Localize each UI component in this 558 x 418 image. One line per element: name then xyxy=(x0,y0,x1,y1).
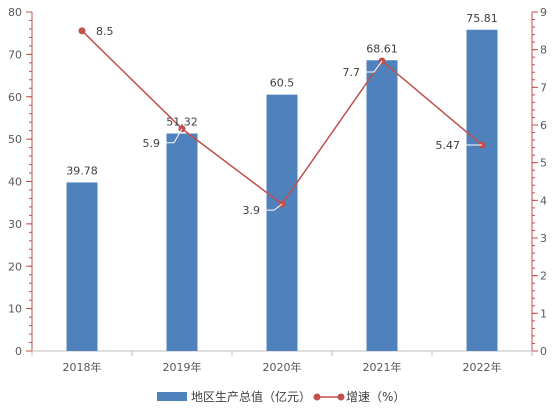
line-label-leader xyxy=(262,203,283,211)
right-tick-label: 7 xyxy=(540,81,547,94)
right-tick-label: 4 xyxy=(540,194,547,207)
legend-line-marker xyxy=(313,393,321,401)
bar xyxy=(266,94,298,351)
line-data-label: 3.9 xyxy=(243,204,261,217)
bar-data-label: 68.61 xyxy=(366,42,398,55)
bar-data-label: 60.5 xyxy=(270,77,295,90)
data-labels: 39.78 51.32 60.5 68.61 75.81 8.5 5.9 3.9 7.7 5.47 xyxy=(66,12,498,217)
bar-data-label: 39.78 xyxy=(66,164,98,177)
x-tick-label: 2022年 xyxy=(463,360,502,374)
left-tick-label: 40 xyxy=(8,176,22,189)
legend-bar-swatch xyxy=(157,392,187,401)
right-tick-label: 6 xyxy=(540,119,547,132)
legend-bar-label: 地区生产总值（亿元） xyxy=(191,389,311,404)
left-tick-label: 10 xyxy=(8,303,22,316)
line-data-label: 5.47 xyxy=(436,139,461,152)
line-point xyxy=(78,27,86,35)
left-tick-label: 30 xyxy=(8,218,22,231)
line-label-leader xyxy=(362,60,383,73)
right-tick-label: 2 xyxy=(540,270,547,283)
x-axis: 2018年 2019年 2020年 2021年 2022年 xyxy=(31,350,533,374)
bar-data-label: 75.81 xyxy=(466,12,498,25)
x-tick-label: 2019年 xyxy=(163,360,202,374)
line-data-label: 7.7 xyxy=(343,66,361,79)
right-tick-label: 0 xyxy=(540,345,547,358)
bar xyxy=(166,133,198,351)
left-tick-label: 50 xyxy=(8,133,22,146)
line-label-leader xyxy=(162,128,183,144)
left-tick-label: 70 xyxy=(8,48,22,61)
bar xyxy=(66,182,98,351)
left-tick-label: 60 xyxy=(8,91,22,104)
right-tick-label: 9 xyxy=(540,6,547,19)
right-y-axis: 0 1 2 3 4 5 6 7 8 9 xyxy=(531,6,547,358)
legend: 地区生产总值（亿元） 增速（%） xyxy=(157,389,405,404)
bar xyxy=(466,29,498,351)
left-tick-label: 0 xyxy=(15,345,22,358)
right-tick-label: 3 xyxy=(540,232,547,245)
x-tick-label: 2018年 xyxy=(63,360,102,374)
line-data-label: 8.5 xyxy=(96,25,114,38)
right-tick-label: 5 xyxy=(540,157,547,170)
bar-data-label: 51.32 xyxy=(166,116,198,129)
bar-series xyxy=(66,29,498,351)
right-tick-label: 1 xyxy=(540,307,547,320)
line-data-label: 5.9 xyxy=(143,137,161,150)
left-tick-label: 80 xyxy=(8,6,22,19)
left-y-axis: 0 10 20 30 40 50 60 70 80 xyxy=(8,6,33,358)
legend-line-label: 增速（%） xyxy=(346,390,405,404)
legend-line-marker xyxy=(337,393,345,401)
x-tick-label: 2020年 xyxy=(263,360,302,374)
x-tick-label: 2021年 xyxy=(363,360,402,374)
left-tick-label: 20 xyxy=(8,260,22,273)
right-tick-label: 8 xyxy=(540,44,547,57)
bar xyxy=(366,60,398,351)
